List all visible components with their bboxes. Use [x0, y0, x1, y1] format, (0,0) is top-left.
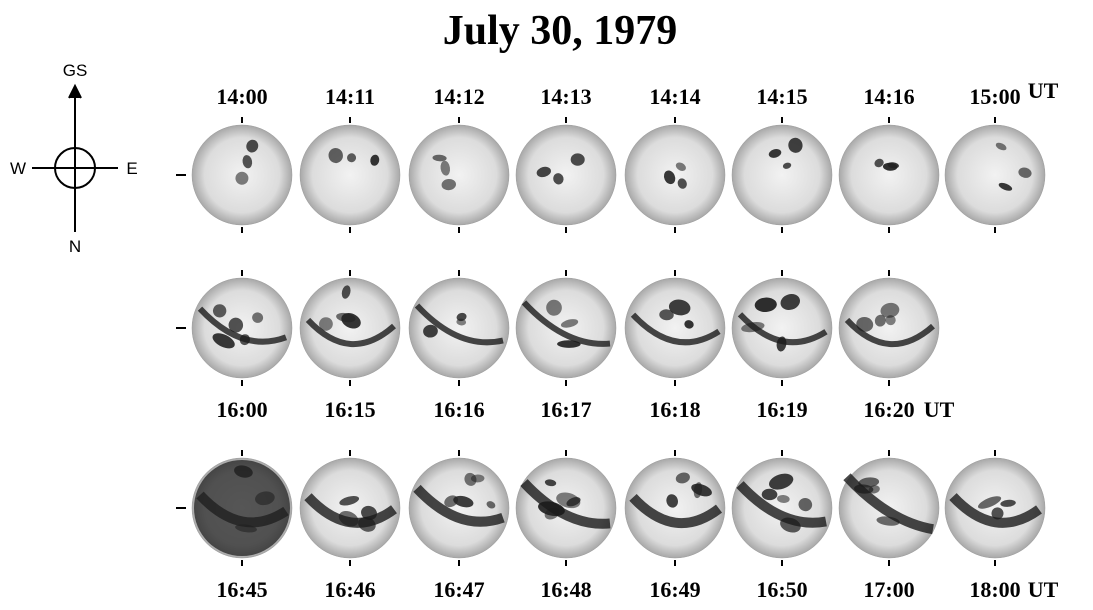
sky-disk	[516, 278, 616, 378]
time-label: 16:45	[216, 577, 267, 602]
sky-disk	[839, 125, 939, 225]
time-label: 14:15	[756, 84, 807, 109]
time-label: 15:00	[969, 84, 1020, 109]
time-label: 16:17	[540, 397, 591, 422]
sky-image	[732, 117, 832, 233]
sky-disk	[732, 125, 832, 225]
time-label: 16:48	[540, 577, 591, 602]
sky-disk	[409, 278, 509, 378]
time-label: 17:00	[863, 577, 914, 602]
sky-image	[192, 450, 292, 566]
sky-image	[625, 117, 725, 233]
sky-image	[945, 450, 1045, 566]
time-label: 14:16	[863, 84, 914, 109]
sky-disk	[300, 125, 400, 225]
sky-image	[409, 117, 509, 233]
time-label: 16:18	[649, 397, 700, 422]
title: July 30, 1979	[443, 8, 678, 54]
sky-image	[839, 450, 939, 566]
unit-label: UT	[1028, 78, 1059, 103]
compass	[32, 86, 118, 232]
time-label: 14:11	[325, 84, 375, 109]
time-label: 14:13	[540, 84, 591, 109]
dark-sky	[194, 460, 290, 556]
unit-label: UT	[924, 397, 955, 422]
time-label: 14:12	[433, 84, 484, 109]
time-label: 16:00	[216, 397, 267, 422]
time-label: 16:19	[756, 397, 807, 422]
time-label: 14:00	[216, 84, 267, 109]
sky-image	[300, 450, 400, 566]
sky-disk	[732, 458, 832, 558]
sky-disk	[516, 125, 616, 225]
sky-image	[945, 117, 1045, 233]
sky-disk	[516, 458, 616, 558]
time-label: 16:49	[649, 577, 700, 602]
time-label: 18:00	[969, 577, 1020, 602]
sky-image	[839, 117, 939, 233]
sky-image	[732, 450, 832, 566]
compass-down: N	[69, 237, 81, 256]
time-label: 16:16	[433, 397, 484, 422]
sky-image	[192, 270, 292, 386]
sky-image	[732, 270, 832, 386]
figure: July 30, 1979 GS W E N 14:00 14:11 14:12 14…	[0, 0, 1093, 610]
sky-image	[839, 270, 939, 386]
sky-image	[409, 270, 509, 386]
sky-image	[516, 117, 616, 233]
sky-image	[300, 270, 400, 386]
time-label: 16:50	[756, 577, 807, 602]
sky-disk	[409, 125, 509, 225]
sky-image	[409, 450, 509, 566]
sky-disk	[409, 458, 509, 558]
time-label: 16:15	[324, 397, 375, 422]
compass-left: W	[10, 159, 26, 178]
unit-label: UT	[1028, 577, 1059, 602]
sky-disk	[625, 125, 725, 225]
sky-image	[516, 270, 616, 386]
sky-image	[300, 117, 400, 233]
compass-right: E	[126, 159, 137, 178]
time-label: 16:47	[433, 577, 484, 602]
time-label: 14:14	[649, 84, 700, 109]
sky-disk	[625, 278, 725, 378]
sky-image	[516, 450, 616, 566]
sky-image	[625, 270, 725, 386]
sky-image	[625, 450, 725, 566]
compass-up: GS	[63, 61, 88, 80]
time-label: 16:46	[324, 577, 375, 602]
sky-image	[192, 117, 292, 233]
time-label: 16:20	[863, 397, 914, 422]
